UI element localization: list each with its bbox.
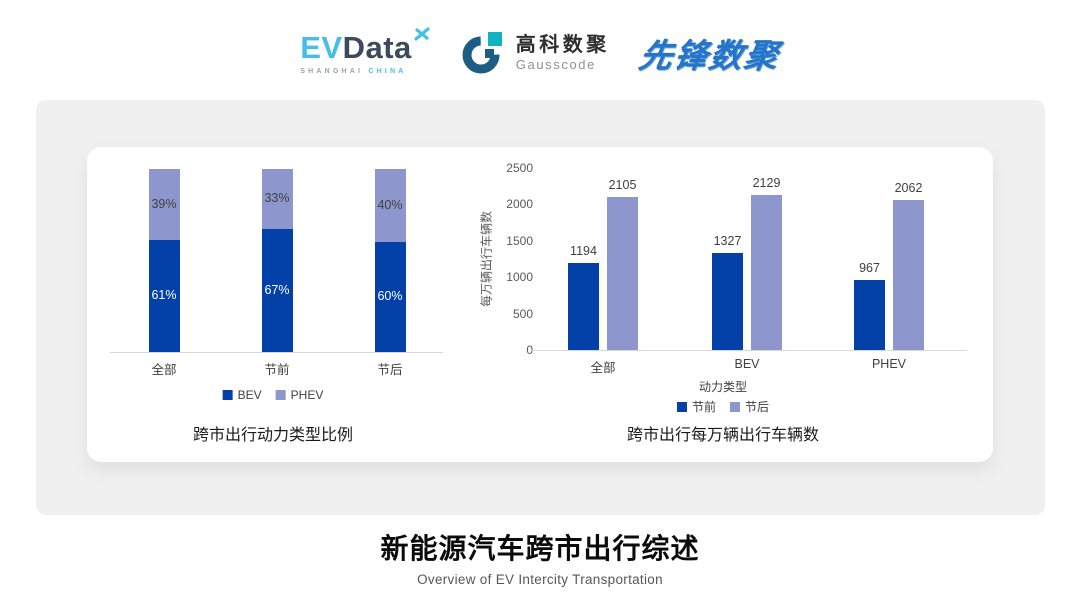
x-axis-title: 动力类型	[698, 380, 748, 394]
节前-bar	[854, 279, 885, 350]
bev-bar-segment	[148, 240, 180, 352]
gausscode-logo: 高科数聚 Gausscode	[461, 30, 610, 76]
bar-value-label: 2062	[894, 180, 923, 195]
phev-bar-segment	[261, 169, 293, 230]
y-tick-label: 0	[526, 343, 533, 357]
节后-bar	[751, 195, 782, 350]
y-tick-label: 2000	[506, 197, 533, 212]
节前-bar	[568, 263, 599, 350]
stacked-bar-chart: 61% 39% 全部 67% 33% 节前 60% 40% 节后 BEV PHEV	[87, 147, 993, 462]
x-axis-line	[531, 350, 967, 351]
footer: 新能源汽车跨市出行综述 Overview of EV Intercity Tra…	[0, 527, 1080, 587]
legend-item: PHEV	[275, 388, 324, 402]
y-tick-label: 1000	[506, 270, 533, 285]
chart-panel: 61% 39% 全部 67% 33% 节前 60% 40% 节后 BEV PHEV 0 500 1000…	[36, 100, 1045, 515]
bar-value-label: 2129	[752, 176, 781, 190]
gausscode-cn: 高科数聚	[515, 34, 610, 56]
evdata-wordmark: EV Data	[300, 26, 431, 65]
gausscode-icon	[462, 32, 502, 74]
evdata-ev-text: EV	[300, 29, 343, 65]
bar-value-label: 967	[859, 260, 880, 275]
y-tick-label: 500	[512, 306, 533, 321]
legend-swatch	[222, 390, 233, 400]
evdata-subtext: SHANGHAI CHINA	[300, 67, 407, 75]
legend-item: 节后	[730, 398, 769, 415]
节后-bar	[893, 199, 924, 350]
logo-bar: EV Data SHANGHAI CHINA 高科数聚 Gausscode	[0, 22, 1080, 84]
category-label: 全部	[151, 363, 177, 377]
grouped-chart-title: 跨市出行每万辆出行车辆数	[626, 427, 820, 444]
bar-value-label: 1327	[713, 234, 742, 249]
phev-percent-label: 40%	[377, 197, 403, 212]
bev-bar-segment	[374, 242, 406, 352]
legend-item: 节前	[676, 398, 716, 415]
category-label: 全部	[590, 361, 616, 375]
phev-percent-label: 39%	[151, 196, 177, 211]
y-tick-label: 1500	[506, 233, 533, 248]
page-title: 新能源汽车跨市出行综述	[380, 533, 700, 564]
grouped-bar-chart: 0 500 1000 1500 2000 2500 每万辆出行车辆数 1194 2105 全部 13…	[87, 147, 993, 462]
y-tick-label: 2500	[506, 161, 533, 175]
chart-card: 61% 39% 全部 67% 33% 节前 60% 40% 节后 BEV PHEV 0 500 1000…	[87, 147, 993, 462]
bev-percent-label: 60%	[377, 289, 403, 304]
legend-swatch	[730, 401, 740, 412]
xianfeng-logo: 先锋数聚	[636, 37, 783, 74]
gausscode-text: 高科数聚 Gausscode	[516, 34, 610, 72]
chart-legend: 节前 节后	[676, 398, 769, 415]
phev-bar-segment	[374, 169, 406, 243]
gausscode-en: Gausscode	[515, 57, 596, 72]
legend-label: BEV	[237, 388, 262, 402]
phev-bar-segment	[148, 169, 180, 241]
y-axis-title: 每万辆出行车辆数	[479, 210, 494, 308]
category-label: 节后	[377, 363, 403, 377]
bar-value-label: 2105	[608, 177, 637, 192]
bev-bar-segment	[261, 229, 293, 352]
evdata-data-text: Data	[342, 29, 412, 65]
节后-bar	[607, 196, 638, 350]
chart-legend: BEV PHEV	[222, 388, 324, 402]
legend-swatch	[676, 401, 687, 412]
category-label: BEV	[734, 357, 760, 371]
phev-percent-label: 33%	[264, 191, 290, 206]
category-label: 节前	[264, 363, 290, 377]
x-axis-line	[110, 352, 443, 353]
bar-value-label: 1194	[570, 244, 597, 259]
legend-swatch	[275, 390, 286, 400]
bev-percent-label: 67%	[264, 282, 290, 297]
category-label: PHEV	[871, 357, 907, 371]
bev-percent-label: 61%	[151, 288, 177, 303]
legend-label: 节后	[745, 400, 770, 414]
evdata-sparkle-icon	[414, 26, 430, 41]
legend-label: 节前	[691, 400, 716, 414]
page-subtitle: Overview of EV Intercity Transportation	[417, 572, 663, 587]
legend-item: BEV	[222, 388, 262, 402]
legend-label: PHEV	[290, 388, 324, 402]
stacked-chart-title: 跨市出行动力类型比例	[192, 427, 354, 444]
evdata-logo: EV Data SHANGHAI CHINA	[300, 26, 431, 75]
节前-bar	[712, 253, 743, 350]
